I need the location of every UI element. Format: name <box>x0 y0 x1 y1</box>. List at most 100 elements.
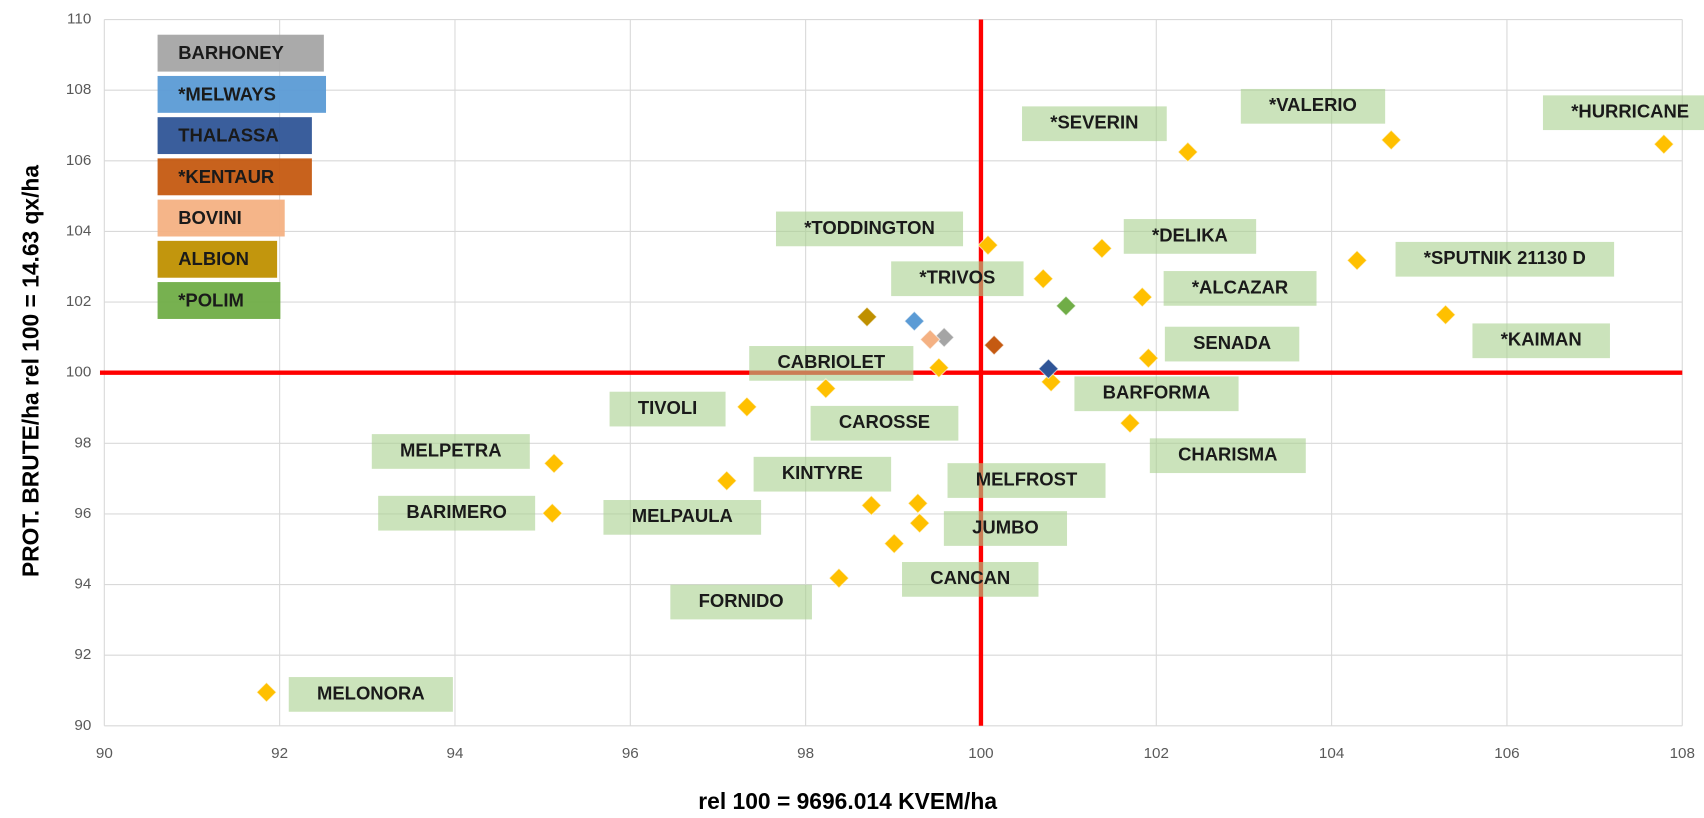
data-label-box <box>947 463 1106 498</box>
data-label: CANCAN <box>930 567 1010 588</box>
data-label-box <box>603 500 762 535</box>
data-label: CHARISMA <box>1178 444 1277 465</box>
point <box>856 306 878 328</box>
point <box>1037 358 1060 380</box>
legend-swatch <box>157 117 312 155</box>
point <box>860 494 882 516</box>
point <box>1177 141 1199 163</box>
data-label-box <box>891 261 1024 297</box>
data-label: MELONORA <box>317 682 425 703</box>
data-label-box <box>371 434 530 469</box>
point <box>716 470 738 492</box>
legend-swatch <box>157 199 285 237</box>
data-label-box <box>749 346 914 381</box>
x-tick-label: 100 <box>968 745 993 762</box>
data-label: JUMBO <box>972 516 1039 537</box>
data-label-box <box>1074 376 1239 412</box>
point <box>736 396 758 418</box>
data-label: TIVOLI <box>638 397 697 418</box>
point <box>919 328 941 350</box>
point <box>828 567 850 589</box>
data-label-box <box>670 584 812 620</box>
point <box>1653 133 1675 155</box>
y-tick-label: 110 <box>67 11 91 28</box>
point <box>1435 304 1457 326</box>
x-tick-label: 96 <box>622 745 639 762</box>
data-label: *ALCAZAR <box>1192 276 1288 297</box>
data-label: SENADA <box>1193 332 1271 353</box>
data-label: *KAIMAN <box>1501 329 1582 350</box>
point <box>255 681 278 703</box>
data-label: MELPETRA <box>400 439 501 460</box>
x-axis-title: rel 100 = 9696.014 KVEM/ha <box>698 788 997 814</box>
data-label: *TRIVOS <box>919 267 995 288</box>
x-tick-label: 104 <box>1319 745 1344 762</box>
data-label: *HURRICANE <box>1571 101 1689 122</box>
legend-label: THALASSA <box>178 125 278 146</box>
data-label: MELFROST <box>976 468 1078 489</box>
point <box>977 234 999 256</box>
data-label: *DELIKA <box>1152 224 1228 245</box>
legend-label: BARHONEY <box>178 42 284 63</box>
legend-label: *POLIM <box>178 289 244 310</box>
x-tick-label: 98 <box>797 745 814 762</box>
data-label: BARIMERO <box>406 501 506 522</box>
y-tick-label: 94 <box>74 576 91 593</box>
x-tick-label: 92 <box>271 745 288 762</box>
legend-swatch <box>157 240 278 278</box>
x-tick-label: 108 <box>1670 745 1695 762</box>
legend-swatch <box>157 75 327 113</box>
point <box>1055 295 1077 317</box>
y-tick-label: 98 <box>74 434 91 451</box>
point <box>907 492 929 514</box>
y-tick-label: 90 <box>74 717 91 734</box>
x-tick-label: 106 <box>1494 745 1519 762</box>
point <box>1119 412 1141 434</box>
point <box>1137 347 1159 369</box>
point <box>1091 237 1113 259</box>
data-label-box <box>1542 95 1704 131</box>
data-label-box <box>1149 438 1306 474</box>
data-label-box <box>775 211 964 247</box>
y-tick-label: 108 <box>66 81 91 98</box>
data-label-box <box>1472 323 1610 359</box>
legend: BARHONEY *MELWAYS THALASSA *KENTAUR BOVINI AL… <box>157 34 327 319</box>
legend-label: ALBION <box>178 248 249 269</box>
y-tick-label: 104 <box>66 222 91 239</box>
point <box>1032 268 1054 290</box>
data-label-box <box>1022 106 1167 142</box>
y-tick-label: 96 <box>74 505 91 522</box>
y-tick-label: 102 <box>66 293 91 310</box>
x-tick-label: 94 <box>447 745 464 762</box>
x-tick-label: 102 <box>1144 745 1169 762</box>
legend-label: *KENTAUR <box>178 166 274 187</box>
legend-swatch <box>157 158 312 196</box>
point <box>1346 249 1368 271</box>
data-label: MELPAULA <box>632 505 733 526</box>
data-points <box>255 129 1675 703</box>
data-label-box <box>1395 241 1615 277</box>
point <box>541 502 563 524</box>
data-label-box <box>378 495 536 531</box>
legend-label: BOVINI <box>178 207 242 228</box>
legend-label: *MELWAYS <box>178 83 276 104</box>
data-label-box <box>902 562 1039 597</box>
data-label-box <box>810 405 959 441</box>
data-label-box <box>943 511 1068 546</box>
data-label: FORNIDO <box>699 590 784 611</box>
data-label: *TODDINGTON <box>804 217 935 238</box>
data-labels: MELONORA *HURRICANE *VALERIO *SEVERIN *TODDI… <box>288 88 1704 712</box>
data-label-box <box>1164 326 1300 362</box>
data-label: *SEVERIN <box>1050 112 1138 133</box>
data-label: KINTYRE <box>782 462 863 483</box>
x-tick-label: 90 <box>96 745 113 762</box>
data-label-box <box>288 677 453 712</box>
point <box>909 512 931 534</box>
data-label-box <box>753 456 892 492</box>
point <box>983 334 1005 356</box>
legend-swatch <box>157 282 281 319</box>
point <box>883 533 905 555</box>
data-label-box <box>609 391 726 427</box>
